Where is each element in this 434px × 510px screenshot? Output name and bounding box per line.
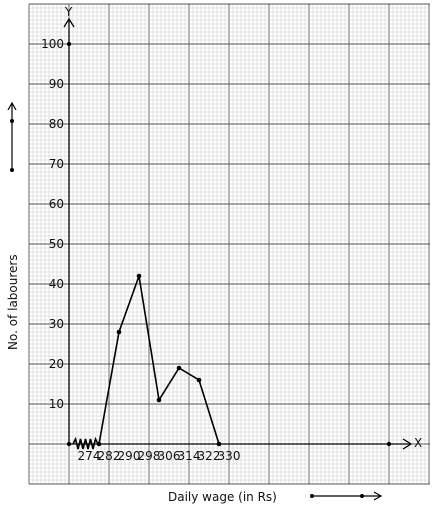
y-axis-arrowhead — [63, 17, 75, 28]
axes — [63, 17, 413, 450]
y-tick-label: 10 — [49, 397, 64, 411]
y-axis-letter: Y — [64, 5, 73, 19]
y-tick-label: 30 — [49, 317, 64, 331]
y-top-dot — [66, 41, 72, 47]
x-tick-label: 298 — [138, 449, 161, 463]
data-point — [176, 365, 182, 371]
y-axis-title-arrow — [7, 101, 17, 172]
data-point — [96, 441, 102, 447]
data-point — [196, 377, 202, 383]
y-axis-title: No. of labourers — [6, 254, 20, 350]
y-tick-label: 40 — [49, 277, 64, 291]
x-tick-label: 306 — [158, 449, 181, 463]
data-point — [116, 329, 122, 335]
graph-paper-grid — [28, 3, 430, 485]
y-title-arrow-dot — [10, 168, 14, 172]
x-axis-letter: X — [414, 436, 422, 450]
y-tick-label: 80 — [49, 117, 64, 131]
y-tick-label: 60 — [49, 197, 64, 211]
axis-break-zigzag — [72, 436, 99, 450]
x-axis-break-zigzag — [72, 436, 99, 450]
x-title-arrowhead — [373, 491, 383, 501]
x-axis-arrowhead — [402, 438, 413, 450]
x-tick-label: 274 — [78, 449, 101, 463]
x-end-dot — [386, 441, 392, 447]
y-title-arrowhead — [7, 101, 17, 111]
x-tick-label: 322 — [198, 449, 221, 463]
y-tick-label: 90 — [49, 77, 64, 91]
x-tick-label: 282 — [98, 449, 121, 463]
data-point — [156, 397, 162, 403]
y-title-arrow-dot — [10, 119, 14, 123]
x-axis-title: Daily wage (in Rs) — [168, 490, 277, 504]
data-point — [216, 441, 222, 447]
x-axis-title-arrow — [310, 491, 383, 501]
x-tick-label: 290 — [118, 449, 141, 463]
data-series — [96, 273, 222, 447]
x-tick-label: 314 — [178, 449, 201, 463]
tick-labels: 1020304050607080901002742822902983063143… — [41, 37, 240, 463]
data-point — [136, 273, 142, 279]
x-title-arrow-dot — [310, 494, 314, 498]
y-tick-label: 100 — [41, 37, 64, 51]
x-tick-label: 330 — [218, 449, 241, 463]
y-tick-label: 70 — [49, 157, 64, 171]
y-tick-label: 20 — [49, 357, 64, 371]
y-tick-label: 50 — [49, 237, 64, 251]
x-title-arrow-dot — [360, 494, 364, 498]
origin-dot — [66, 441, 72, 447]
